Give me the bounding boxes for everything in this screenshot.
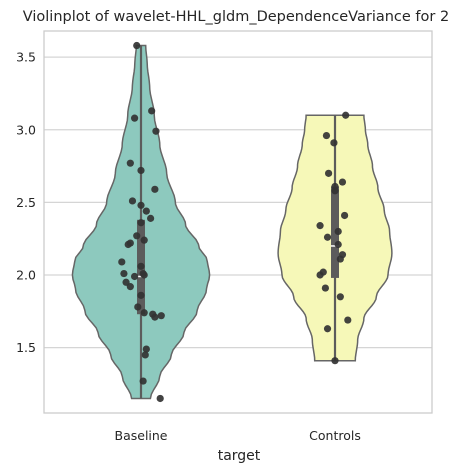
data-point xyxy=(147,214,155,222)
data-point xyxy=(324,169,333,177)
y-tick-label: 2.5 xyxy=(16,195,36,210)
data-point xyxy=(331,187,339,195)
data-point xyxy=(137,219,145,227)
data-point xyxy=(322,131,331,140)
y-tick-label: 2.0 xyxy=(16,268,36,283)
data-point xyxy=(142,345,150,353)
data-point xyxy=(126,283,134,291)
x-tick-labels: Baseline Controls xyxy=(115,428,361,443)
data-point xyxy=(137,291,145,299)
data-point xyxy=(336,255,344,263)
data-point xyxy=(139,377,147,385)
data-point xyxy=(134,303,142,311)
data-point xyxy=(120,269,128,278)
data-point xyxy=(124,240,132,249)
data-point xyxy=(151,313,159,321)
data-point xyxy=(148,107,156,115)
data-point xyxy=(130,272,139,281)
data-point xyxy=(137,262,145,270)
chart-title: Violinplot of wavelet-HHL_gldm_Dependenc… xyxy=(23,9,449,25)
data-point xyxy=(323,325,332,333)
data-point xyxy=(130,114,139,122)
x-axis-label: target xyxy=(218,448,261,464)
x-tick-label: Baseline xyxy=(115,428,168,443)
data-point xyxy=(334,240,342,249)
data-point xyxy=(336,293,344,301)
data-point xyxy=(142,207,150,215)
data-point xyxy=(133,232,141,240)
data-point xyxy=(141,351,149,359)
data-point xyxy=(118,258,126,266)
x-tick-label: Controls xyxy=(309,428,361,443)
y-tick-label: 3.5 xyxy=(16,50,36,65)
data-point xyxy=(140,271,148,279)
y-tick-label: 3.0 xyxy=(16,122,36,137)
violin-controls xyxy=(277,114,393,362)
data-point xyxy=(152,127,160,135)
data-point xyxy=(133,41,141,50)
y-tick-labels: 1.5 2.0 2.5 3.0 3.5 xyxy=(16,50,36,355)
data-point xyxy=(128,197,137,205)
data-point xyxy=(151,185,159,193)
data-point xyxy=(330,139,338,147)
data-point xyxy=(334,227,342,236)
data-point xyxy=(342,111,350,119)
data-point xyxy=(341,211,349,220)
data-point xyxy=(137,201,145,209)
violins xyxy=(71,44,393,400)
data-point xyxy=(316,222,324,230)
data-point xyxy=(126,159,134,167)
data-point xyxy=(331,357,339,365)
data-point xyxy=(338,178,347,186)
data-point xyxy=(156,394,164,403)
data-point xyxy=(140,236,148,244)
data-point xyxy=(137,166,145,175)
data-points xyxy=(118,41,352,403)
data-point xyxy=(321,284,329,292)
data-point xyxy=(140,309,148,317)
plot-frame xyxy=(43,30,433,414)
data-point xyxy=(323,233,332,241)
y-tick-label: 1.5 xyxy=(16,340,36,355)
data-point xyxy=(157,312,165,320)
data-point xyxy=(316,271,324,279)
data-point xyxy=(344,316,352,324)
